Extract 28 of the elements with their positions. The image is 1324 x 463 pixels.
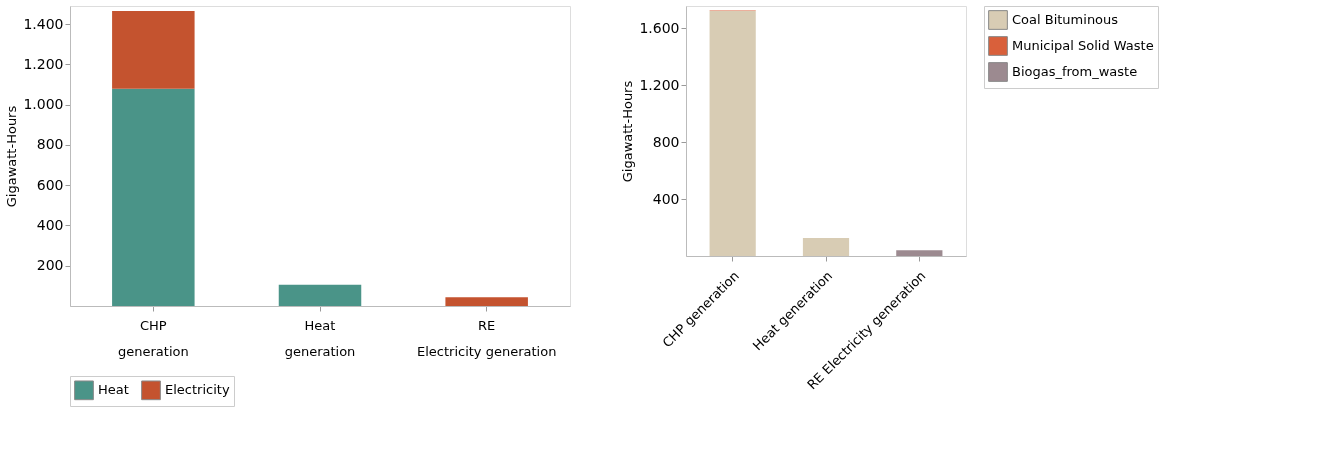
y-axis-title: Gigawatt-Hours [620, 80, 636, 183]
y-tick-label: 1.600 [639, 19, 680, 36]
legend-label: Heat [98, 382, 129, 398]
y-tick-label: 200 [36, 257, 64, 274]
legend-label: Coal Bituminous [1012, 12, 1119, 27]
legend-label: Biogas_from_waste [1012, 64, 1138, 79]
bar [112, 11, 195, 89]
y-tick-label: 1.200 [23, 55, 64, 72]
y-tick-label: 400 [36, 216, 64, 233]
y-tick-label: 800 [36, 136, 64, 153]
bar [896, 250, 943, 256]
x-tick-label: RE Electricity generation [416, 317, 557, 359]
bar [709, 10, 756, 256]
bar [278, 284, 362, 306]
y-axis-title: Gigawatt-Hours [4, 105, 20, 208]
bar [445, 297, 528, 306]
x-tick-label: Heat generation [284, 317, 356, 359]
bar [112, 88, 195, 306]
y-tick-label: 1.000 [23, 96, 64, 113]
y-tick-label: 800 [652, 133, 680, 150]
y-tick-label: 1.200 [639, 76, 680, 93]
bar [802, 238, 850, 256]
legend-label: Municipal Solid Waste [1012, 38, 1154, 53]
x-tick-label: CHP generation [117, 317, 189, 359]
y-tick-label: 1.400 [23, 15, 64, 32]
y-tick-label: 400 [652, 190, 680, 207]
y-tick-label: 600 [36, 176, 64, 193]
legend-label: Electricity [165, 382, 230, 398]
